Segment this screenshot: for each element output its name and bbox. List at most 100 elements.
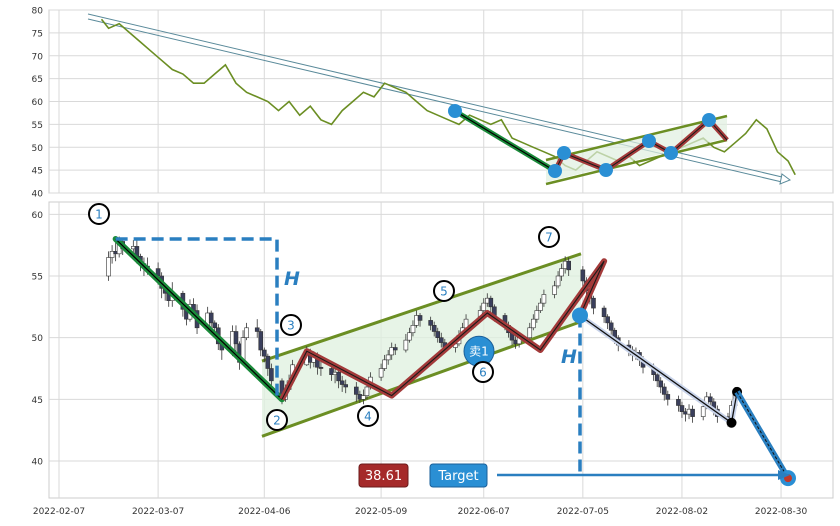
price-x-tick-label: 2022-08-02 [656,507,708,517]
price-y-ticks: 40 45 50 55 60 [32,211,44,468]
indicator-pivot-dot [448,104,462,118]
indicator-leg-green-core [454,110,556,172]
candle-body [208,312,214,324]
price-channel-fill [262,253,581,437]
indicator-pivot-dot [642,134,656,148]
candle-body [608,322,614,331]
indicator-y-tick-label: 45 [32,167,43,177]
indicator-pivot-dot [548,164,562,178]
candle-body [212,322,218,329]
price-y-tick-label: 60 [32,211,44,221]
candle-body [392,347,398,351]
candle-body [318,366,324,369]
candle-body [654,374,660,382]
candle-body [389,347,395,356]
price-x-tick-label: 2022-05-09 [355,507,408,517]
candle-body [431,325,437,332]
candle-body [658,380,664,388]
indicator-y-ticks: 40 45 50 55 60 65 70 75 80 [32,7,44,200]
candle-body [382,359,387,369]
target-value-box [358,463,409,488]
candle-body [254,327,260,332]
price-y-tick-label: 55 [32,273,43,283]
candle-body [329,368,334,375]
candle-body [435,331,441,338]
price-x-tick-label: 2022-07-05 [557,507,609,517]
breakout-dot [572,307,588,324]
pattern-point-marker [280,314,302,336]
indicator-y-tick-label: 75 [32,29,43,39]
height-label-right: H [561,346,577,368]
candle-body [261,349,267,357]
candle-body [555,275,561,287]
indicator-channel-upper [545,114,728,162]
candle-body [378,368,384,378]
pattern-point-label: 3 [287,319,295,333]
pattern-point-label: 2 [273,414,281,428]
price-grid [48,201,834,499]
candle-body [530,318,536,329]
pattern-point-marker [433,280,455,302]
height-label-left: H [284,268,300,290]
indicator-pattern-overlay [448,104,729,186]
price-channel-upper [261,252,582,363]
indicator-pivot-dot [664,146,678,160]
candle-body [410,325,416,334]
indicator-y-tick-label: 55 [32,121,43,131]
price-y-tick-label: 40 [32,458,44,468]
candle-body [417,315,423,321]
candle-body [679,405,685,412]
target-label-box [429,463,488,488]
price-x-ticks: 2022-02-07 2022-03-07 2022-04-06 2022-05-09… [33,507,808,517]
candle-body [361,395,366,400]
candle-body [534,310,540,320]
price-x-tick-label: 2022-08-30 [755,507,808,517]
candle-body [385,354,391,361]
candle-body [661,386,667,395]
pattern-point-marker [88,203,110,225]
target-value-text: 38.61 [365,469,402,484]
candle-body [233,331,239,345]
pattern-point-marker [538,226,560,248]
candle-body [336,371,341,382]
price-y-tick-label: 50 [32,334,44,344]
candle-body [676,399,681,406]
candle-body [269,368,274,382]
candle-body [407,332,412,341]
pattern-point-label: 6 [479,366,487,380]
indicator-channel-lower [545,138,728,186]
candle-body [580,269,586,282]
candle-body [403,339,409,351]
price-projection-line [736,391,789,479]
candle-body [605,316,610,324]
candle-body [527,327,533,338]
candle-body [665,394,671,400]
candle-body [258,331,264,351]
candle-body [244,327,249,338]
pattern-point-marker [266,409,288,431]
pattern-point-marker [357,405,379,427]
candle-body [700,406,706,417]
indicator-pivot-dot [599,163,613,177]
price-x-tick-label: 2022-03-07 [132,507,184,517]
pattern-point-label: 5 [440,285,448,299]
indicator-y-tick-label: 65 [32,75,43,85]
price-x-tick-label: 2022-04-06 [238,507,291,517]
price-x-tick-label: 2022-06-07 [458,507,510,517]
indicator-y-tick-label: 80 [32,7,44,17]
candle-body [438,337,444,343]
pattern-point-label: 7 [545,231,553,245]
candle-body [428,320,433,326]
indicator-y-tick-label: 70 [32,52,44,62]
candle-body [541,294,547,304]
indicator-y-tick-label: 60 [32,98,44,108]
candle-body [354,386,359,395]
indicator-y-tick-label: 40 [32,190,44,200]
candle-body [566,260,571,271]
candle-body [552,285,557,295]
pattern-point-label: 1 [95,208,103,222]
pattern-point-marker [472,361,494,383]
candle-body [109,251,115,258]
